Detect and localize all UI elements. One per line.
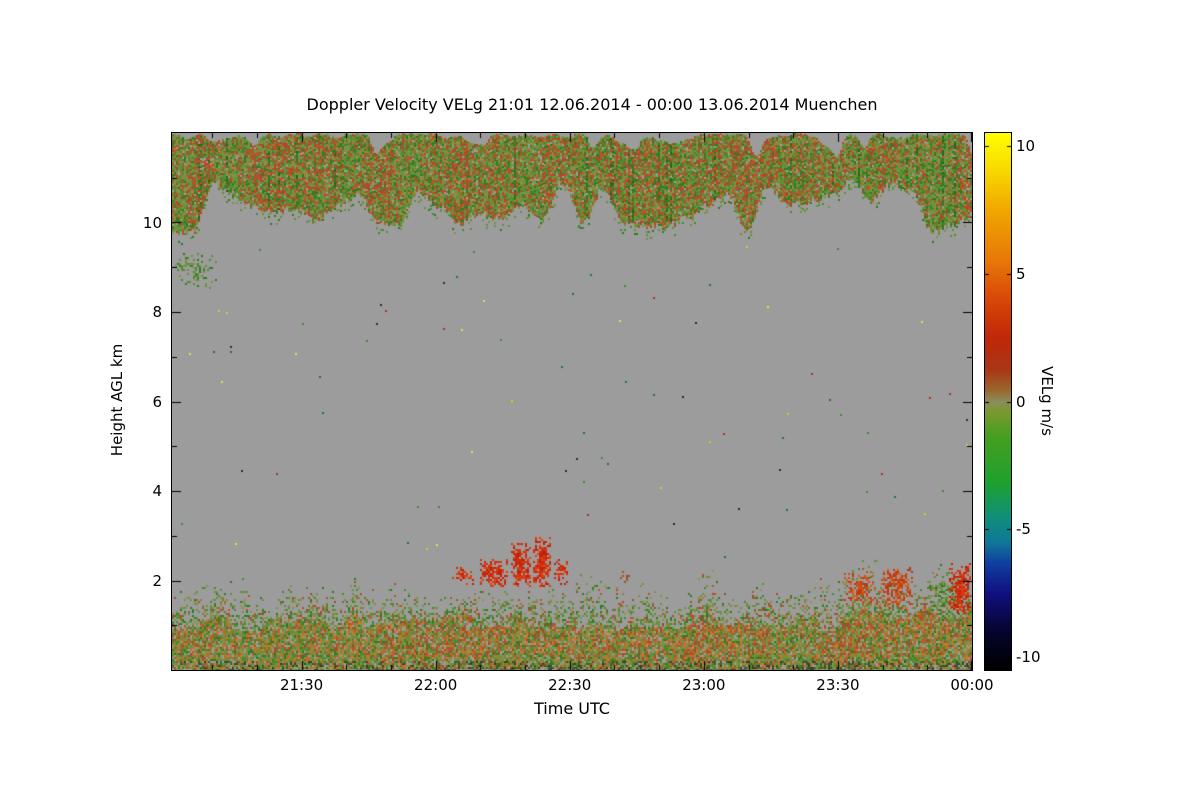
colorbar-tick-label: 0 [1016,392,1026,411]
x-tick-label: 22:00 [414,676,458,694]
x-axis-label: Time UTC [534,699,610,718]
colorbar-canvas [984,132,1012,671]
colorbar-tick-label: 5 [1016,264,1026,283]
x-tick-label: 21:30 [279,676,324,694]
y-tick-label: 8 [152,303,162,321]
x-tick-label: 00:00 [950,676,994,694]
y-tick-label: 2 [152,571,162,590]
colorbar-tick-label: 10 [1016,136,1036,155]
x-tick-label: 22:30 [548,676,592,694]
chart-title: Doppler Velocity VELg 21:01 12.06.2014 -… [306,95,878,114]
colorbar-tick-label: -5 [1016,520,1031,539]
colorbar-tick-label: -10 [1016,648,1041,667]
heatmap-canvas [171,132,973,671]
y-tick-label: 4 [152,482,162,500]
x-tick-label: 23:00 [682,676,726,694]
y-tick-label: 6 [152,392,162,411]
x-tick-label: 23:30 [816,676,860,694]
y-tick-label: 10 [142,213,162,232]
